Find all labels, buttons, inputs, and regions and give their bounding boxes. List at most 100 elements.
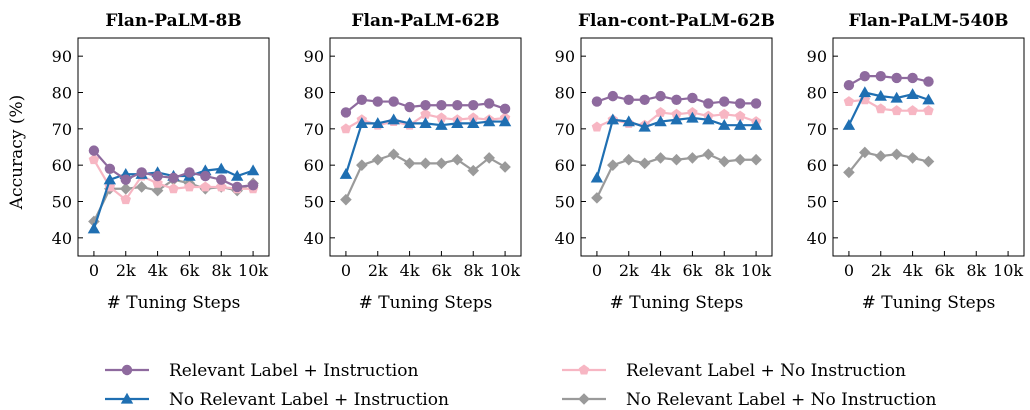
series-diamond	[340, 148, 511, 206]
x-axis-label: # Tuning Steps	[359, 293, 493, 313]
panel-3: Flan-cont-PaLM-62B 40 50 60 70 80 90 0 2k 4k 6k 8k 1…	[555, 11, 775, 313]
data-point	[339, 168, 353, 179]
data-point	[859, 146, 871, 159]
data-point	[119, 182, 132, 195]
y-tick-label: 80	[52, 84, 72, 103]
data-point	[451, 153, 464, 166]
y-tick-label: 80	[555, 84, 575, 103]
data-point	[247, 179, 259, 191]
data-point	[482, 115, 496, 127]
y-tick-label: 60	[52, 156, 72, 175]
series-diamond	[591, 148, 762, 204]
data-point	[356, 159, 368, 171]
x-tick-label: 2k	[368, 261, 388, 280]
data-point	[87, 222, 101, 234]
data-point	[403, 117, 416, 129]
data-point	[750, 153, 762, 166]
x-tick-label: 0	[89, 261, 99, 280]
data-point	[655, 106, 666, 117]
x-tick-label: 2k	[619, 261, 639, 280]
data-point	[638, 120, 651, 132]
data-point	[874, 150, 887, 162]
data-point	[890, 148, 903, 161]
data-point	[686, 111, 699, 123]
data-point	[120, 194, 131, 205]
data-point	[483, 98, 495, 109]
data-point	[719, 108, 730, 119]
series-diamond	[843, 146, 935, 179]
data-point	[906, 152, 919, 164]
data-point	[372, 96, 383, 107]
x-tick-label: 4k	[148, 261, 168, 280]
data-point	[388, 96, 399, 107]
data-point	[88, 145, 100, 156]
data-point	[874, 89, 887, 101]
data-point	[922, 155, 935, 168]
series-triangle	[842, 86, 935, 130]
panels: Flan-PaLM-8B 40 50 60 70 80 90 0 2k 4k 6k 8k 10k # Tu…	[52, 11, 1025, 313]
data-point	[404, 101, 415, 113]
legend: Relevant Label + Instruction Relevant Lab…	[105, 361, 936, 410]
data-point	[436, 100, 447, 111]
legend-marker	[578, 364, 590, 375]
data-point	[923, 105, 934, 116]
x-tick-label: 8k	[211, 261, 231, 280]
data-point	[216, 174, 227, 185]
data-point	[686, 152, 699, 164]
data-point	[622, 153, 635, 166]
legend-entry: Relevant Label + No Instruction	[562, 361, 906, 381]
x-tick-label: 4k	[400, 261, 420, 280]
legend-entry: Relevant Label + Instruction	[105, 361, 418, 381]
data-point	[891, 72, 902, 84]
data-point	[591, 96, 603, 107]
series-line	[595, 116, 757, 179]
y-tick-label: 50	[304, 193, 324, 212]
data-point	[842, 119, 856, 130]
x-tick-label: 10k	[490, 261, 520, 280]
data-point	[120, 174, 131, 185]
data-point	[355, 117, 369, 129]
series-circle	[591, 90, 762, 109]
data-point	[702, 148, 715, 161]
y-tick-label: 90	[555, 47, 575, 66]
series-circle	[88, 145, 259, 193]
data-point	[670, 153, 683, 166]
data-point	[875, 103, 886, 114]
y-tick-label: 80	[807, 84, 827, 103]
legend-label: No Relevant Label + No Instruction	[626, 390, 936, 410]
y-tick-label: 40	[807, 229, 827, 248]
data-point	[639, 94, 650, 105]
x-tick-label: 6k	[431, 261, 451, 280]
x-tick-label: 10k	[238, 261, 268, 280]
y-tick-label: 50	[52, 193, 72, 212]
data-point	[607, 90, 619, 102]
data-point	[230, 169, 244, 181]
data-point	[734, 153, 746, 166]
data-point	[483, 152, 495, 164]
plot-frame	[580, 37, 773, 257]
data-point	[843, 96, 855, 107]
data-point	[451, 117, 464, 129]
series-circle	[843, 70, 934, 91]
legend-marker	[121, 364, 133, 376]
y-tick-label: 60	[304, 156, 324, 175]
data-point	[891, 105, 902, 116]
panel-2: Flan-PaLM-62B 40 50 60 70 80 90 0 2k 4k 6k 8k 10k # T…	[304, 11, 522, 313]
x-tick-label: 6k	[934, 261, 954, 280]
data-point	[419, 117, 432, 129]
x-tick-label: 2k	[871, 261, 891, 280]
plot-frame	[77, 37, 270, 257]
y-tick-label: 50	[555, 193, 575, 212]
data-point	[168, 183, 179, 194]
legend-label: Relevant Label + Instruction	[169, 361, 418, 381]
series-triangle	[339, 113, 512, 179]
series-line	[848, 151, 929, 174]
x-tick-label: 8k	[463, 261, 483, 280]
data-point	[718, 155, 731, 168]
data-point	[687, 92, 698, 104]
series-circle	[340, 94, 511, 118]
data-point	[590, 171, 604, 183]
data-point	[215, 162, 228, 174]
data-point	[403, 157, 416, 170]
data-point	[419, 157, 432, 170]
